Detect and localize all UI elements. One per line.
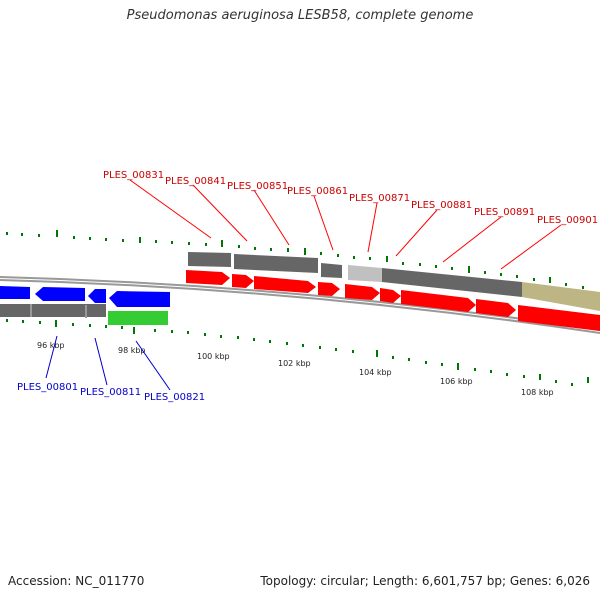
- gene-label-ples-00841[interactable]: PLES_00841: [165, 176, 226, 187]
- backbone-inner-line: [0, 279, 600, 334]
- annotation-bar-grey: [234, 254, 318, 273]
- gene-arrow-reverse[interactable]: [35, 287, 85, 301]
- gene-label-ples-00821[interactable]: PLES_00821: [144, 392, 205, 403]
- gc-skew-upper: [6, 230, 584, 289]
- gc-skew-lower: [6, 319, 589, 386]
- tick-label: 104 kbp: [359, 368, 392, 377]
- backbone-outer-line: [0, 276, 600, 331]
- map-title: Pseudomonas aeruginosa LESB58, complete …: [126, 8, 474, 23]
- tick-label: 96 kbp: [37, 341, 65, 350]
- gene-label-ples-00901[interactable]: PLES_00901: [537, 215, 598, 226]
- gene-arrow-forward[interactable]: [345, 284, 380, 300]
- tick-label: 106 kbp: [440, 377, 473, 386]
- annotation-bar-grey: [30, 304, 32, 317]
- gene-label-ples-00801[interactable]: PLES_00801: [17, 382, 78, 393]
- gene-arrow-forward[interactable]: [254, 276, 316, 293]
- gene-label-ples-00891[interactable]: PLES_00891: [474, 207, 535, 218]
- gene-arrow-reverse[interactable]: [88, 289, 106, 303]
- gene-label-ples-00811[interactable]: PLES_00811: [80, 387, 141, 398]
- annotation-bar-grey: [188, 252, 231, 267]
- annotation-bar-grey: [85, 305, 87, 318]
- tick-label: 108 kbp: [521, 388, 554, 397]
- genome-summary-text: Topology: circular; Length: 6,601,757 bp…: [260, 574, 590, 588]
- annotation-bar-grey: [0, 304, 106, 317]
- gene-arrow-reverse[interactable]: [0, 286, 30, 299]
- annotation-bar-grey: [382, 268, 522, 297]
- gene-label-ples-00871[interactable]: PLES_00871: [349, 193, 410, 204]
- gene-arrow-forward[interactable]: [380, 288, 401, 303]
- forward-leader-lines: [129, 179, 562, 270]
- gene-label-ples-00861[interactable]: PLES_00861: [287, 186, 348, 197]
- gene-label-ples-00881[interactable]: PLES_00881: [411, 200, 472, 211]
- gene-arrow-forward[interactable]: [318, 282, 340, 296]
- gene-arrow-forward[interactable]: [518, 305, 600, 331]
- rna-gene-bar[interactable]: [108, 311, 168, 325]
- annotation-bar-grey: [321, 263, 342, 278]
- reverse-leader-lines: [45, 335, 171, 391]
- gene-arrow-forward[interactable]: [232, 274, 254, 288]
- tick-label: 102 kbp: [278, 359, 311, 368]
- gene-arrow-forward[interactable]: [476, 299, 516, 317]
- annotation-bar-khaki: [522, 282, 600, 311]
- tick-label: 98 kbp: [118, 346, 146, 355]
- annotation-bar-light: [348, 265, 382, 282]
- gene-label-ples-00831[interactable]: PLES_00831: [103, 170, 164, 181]
- gene-arrow-forward[interactable]: [186, 270, 230, 285]
- gene-arrow-forward[interactable]: [401, 290, 476, 312]
- accession-text: Accession: NC_011770: [8, 574, 145, 588]
- tick-label: 100 kbp: [197, 352, 230, 361]
- gene-label-ples-00851[interactable]: PLES_00851: [227, 181, 288, 192]
- gene-arrow-reverse[interactable]: [109, 291, 170, 307]
